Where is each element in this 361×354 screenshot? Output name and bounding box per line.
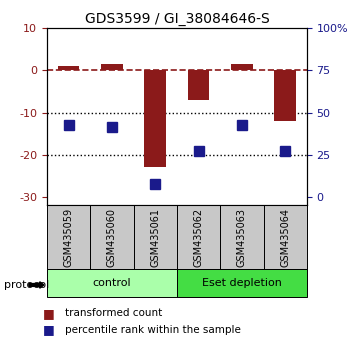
- Bar: [47, 269, 177, 297]
- Text: control: control: [93, 278, 131, 288]
- Text: Eset depletion: Eset depletion: [202, 278, 282, 288]
- Title: GDS3599 / GI_38084646-S: GDS3599 / GI_38084646-S: [84, 12, 269, 26]
- Bar: [231, 64, 253, 70]
- Bar: [274, 70, 296, 121]
- Bar: [90, 205, 134, 269]
- Text: GSM435060: GSM435060: [107, 208, 117, 267]
- Bar: [101, 64, 123, 70]
- Bar: [177, 205, 220, 269]
- Bar: [188, 70, 209, 100]
- Bar: [47, 205, 90, 269]
- Bar: [134, 205, 177, 269]
- Text: protocol: protocol: [4, 280, 49, 290]
- Text: ■: ■: [43, 307, 55, 320]
- Text: GSM435059: GSM435059: [64, 207, 74, 267]
- Bar: [144, 70, 166, 167]
- Bar: [264, 205, 307, 269]
- Text: transformed count: transformed count: [65, 308, 162, 318]
- Bar: [58, 66, 79, 70]
- Text: GSM435063: GSM435063: [237, 208, 247, 267]
- Text: ■: ■: [43, 324, 55, 336]
- Text: GSM435061: GSM435061: [150, 208, 160, 267]
- Text: GSM435062: GSM435062: [193, 207, 204, 267]
- Text: percentile rank within the sample: percentile rank within the sample: [65, 325, 241, 335]
- Bar: [220, 205, 264, 269]
- Bar: [177, 269, 307, 297]
- Text: GSM435064: GSM435064: [280, 208, 290, 267]
